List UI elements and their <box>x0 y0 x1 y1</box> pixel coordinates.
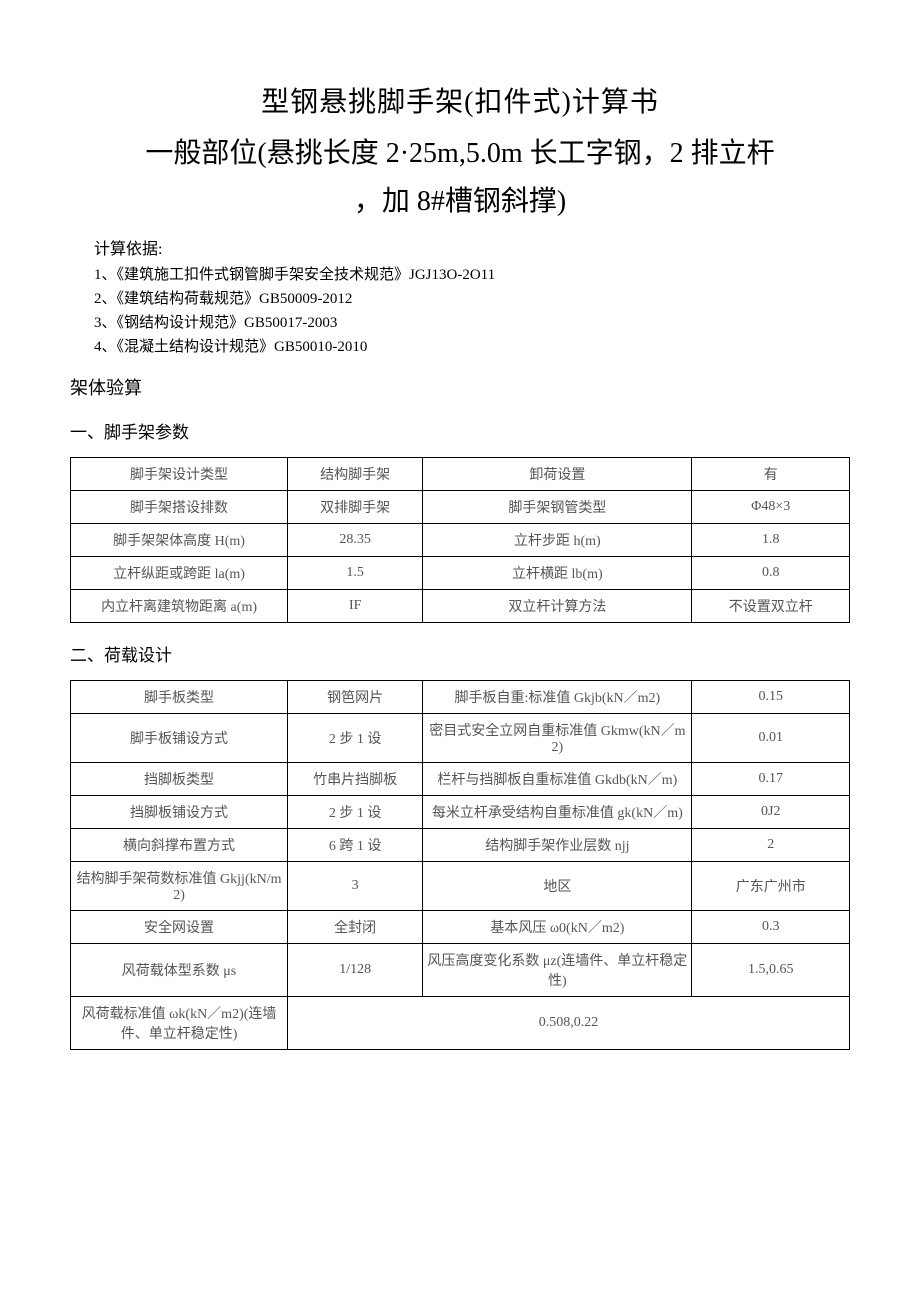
cell: 横向斜撑布置方式 <box>71 829 288 862</box>
cell: 1/128 <box>288 944 423 997</box>
cell: 每米立杆承受结构自重标准值 gk(kN／m) <box>423 796 692 829</box>
cell: 3 <box>288 862 423 911</box>
cell: 1.5,0.65 <box>692 944 850 997</box>
section-heading-1: 架体验算 <box>70 374 850 400</box>
cell: 1.5 <box>288 557 423 590</box>
table-row: 内立杆离建筑物距离 a(m) IF 双立杆计算方法 不设置双立杆 <box>71 590 850 623</box>
cell: 结构脚手架作业层数 njj <box>423 829 692 862</box>
cell: 地区 <box>423 862 692 911</box>
cell: 双排脚手架 <box>288 491 423 524</box>
subtitle-line-1: 一般部位(悬挑长度 2·25m,5.0m 长工字钢，2 排立杆 <box>145 138 774 169</box>
cell: 0.3 <box>692 911 850 944</box>
cell: 全封闭 <box>288 911 423 944</box>
cell: 2 步 1 设 <box>288 714 423 763</box>
cell: 风荷载标准值 ωk(kN／m2)(连墙件、单立杆稳定性) <box>71 997 288 1050</box>
cell: 立杆步距 h(m) <box>423 524 692 557</box>
table-row: 挡脚板铺设方式 2 步 1 设 每米立杆承受结构自重标准值 gk(kN／m) 0… <box>71 796 850 829</box>
basis-label: 计算依据: <box>94 235 850 259</box>
scaffold-params-table: 脚手架设计类型 结构脚手架 卸荷设置 有 脚手架搭设排数 双排脚手架 脚手架钢管… <box>70 457 850 623</box>
cell: 脚手架设计类型 <box>71 458 288 491</box>
cell: 结构脚手架荷数标准值 Gkjj(kN/m2) <box>71 862 288 911</box>
cell: 结构脚手架 <box>288 458 423 491</box>
table-row: 风荷载标准值 ωk(kN／m2)(连墙件、单立杆稳定性) 0.508,0.22 <box>71 997 850 1050</box>
cell: 基本风压 ω0(kN／m2) <box>423 911 692 944</box>
cell: 0.15 <box>692 681 850 714</box>
cell: 脚手架搭设排数 <box>71 491 288 524</box>
cell: 脚手板类型 <box>71 681 288 714</box>
cell: 双立杆计算方法 <box>423 590 692 623</box>
cell: 脚手板铺设方式 <box>71 714 288 763</box>
basis-item: 1、《建筑施工扣件式钢管脚手架安全技术规范》JGJ13O-2O11 <box>94 263 850 284</box>
cell: 钢笆网片 <box>288 681 423 714</box>
cell: 0.508,0.22 <box>288 997 850 1050</box>
cell: 0J2 <box>692 796 850 829</box>
cell: Φ48×3 <box>692 491 850 524</box>
table-row: 横向斜撑布置方式 6 跨 1 设 结构脚手架作业层数 njj 2 <box>71 829 850 862</box>
cell: 有 <box>692 458 850 491</box>
cell: 2 步 1 设 <box>288 796 423 829</box>
cell: 风荷载体型系数 μs <box>71 944 288 997</box>
cell: 0.8 <box>692 557 850 590</box>
cell: 脚手架架体高度 H(m) <box>71 524 288 557</box>
cell: 2 <box>692 829 850 862</box>
cell: 广东广州市 <box>692 862 850 911</box>
doc-subtitle: 一般部位(悬挑长度 2·25m,5.0m 长工字钢，2 排立杆 ，加 8#槽钢斜… <box>70 130 850 225</box>
cell: 栏杆与挡脚板自重标准值 Gkdb(kN／m) <box>423 763 692 796</box>
section-heading-2a: 一、脚手架参数 <box>70 418 850 443</box>
cell: 0.01 <box>692 714 850 763</box>
cell: 内立杆离建筑物距离 a(m) <box>71 590 288 623</box>
cell: 立杆横距 lb(m) <box>423 557 692 590</box>
doc-title: 型钢悬挑脚手架(扣件式)计算书 <box>70 80 850 120</box>
document-page: 型钢悬挑脚手架(扣件式)计算书 一般部位(悬挑长度 2·25m,5.0m 长工字… <box>0 0 920 1302</box>
table-row: 结构脚手架荷数标准值 Gkjj(kN/m2) 3 地区 广东广州市 <box>71 862 850 911</box>
cell: 立杆纵距或跨距 la(m) <box>71 557 288 590</box>
cell: 脚手架钢管类型 <box>423 491 692 524</box>
cell: 挡脚板类型 <box>71 763 288 796</box>
table-row: 脚手架设计类型 结构脚手架 卸荷设置 有 <box>71 458 850 491</box>
cell: 0.17 <box>692 763 850 796</box>
table-row: 风荷载体型系数 μs 1/128 风压高度变化系数 μz(连墙件、单立杆稳定性)… <box>71 944 850 997</box>
load-design-table: 脚手板类型 钢笆网片 脚手板自重:标准值 Gkjb(kN／m2) 0.15 脚手… <box>70 680 850 1050</box>
cell: 不设置双立杆 <box>692 590 850 623</box>
cell: 脚手板自重:标准值 Gkjb(kN／m2) <box>423 681 692 714</box>
cell: 竹串片挡脚板 <box>288 763 423 796</box>
cell: 密目式安全立网自重标准值 Gkmw(kN／m2) <box>423 714 692 763</box>
table-row: 安全网设置 全封闭 基本风压 ω0(kN／m2) 0.3 <box>71 911 850 944</box>
table-row: 脚手板类型 钢笆网片 脚手板自重:标准值 Gkjb(kN／m2) 0.15 <box>71 681 850 714</box>
basis-item: 3、《钢结构设计规范》GB50017-2003 <box>94 311 850 332</box>
table-row: 挡脚板类型 竹串片挡脚板 栏杆与挡脚板自重标准值 Gkdb(kN／m) 0.17 <box>71 763 850 796</box>
cell: 6 跨 1 设 <box>288 829 423 862</box>
cell: 28.35 <box>288 524 423 557</box>
basis-item: 2、《建筑结构荷载规范》GB50009-2012 <box>94 287 850 308</box>
cell: 卸荷设置 <box>423 458 692 491</box>
cell: 1.8 <box>692 524 850 557</box>
cell: 安全网设置 <box>71 911 288 944</box>
basis-item: 4、《混凝土结构设计规范》GB50010-2010 <box>94 335 850 356</box>
table-row: 脚手板铺设方式 2 步 1 设 密目式安全立网自重标准值 Gkmw(kN／m2)… <box>71 714 850 763</box>
cell: IF <box>288 590 423 623</box>
section-heading-2b: 二、荷载设计 <box>70 641 850 666</box>
cell: 挡脚板铺设方式 <box>71 796 288 829</box>
table-row: 立杆纵距或跨距 la(m) 1.5 立杆横距 lb(m) 0.8 <box>71 557 850 590</box>
cell: 风压高度变化系数 μz(连墙件、单立杆稳定性) <box>423 944 692 997</box>
subtitle-line-2: ，加 8#槽钢斜撑) <box>354 186 566 217</box>
table-row: 脚手架架体高度 H(m) 28.35 立杆步距 h(m) 1.8 <box>71 524 850 557</box>
table-row: 脚手架搭设排数 双排脚手架 脚手架钢管类型 Φ48×3 <box>71 491 850 524</box>
